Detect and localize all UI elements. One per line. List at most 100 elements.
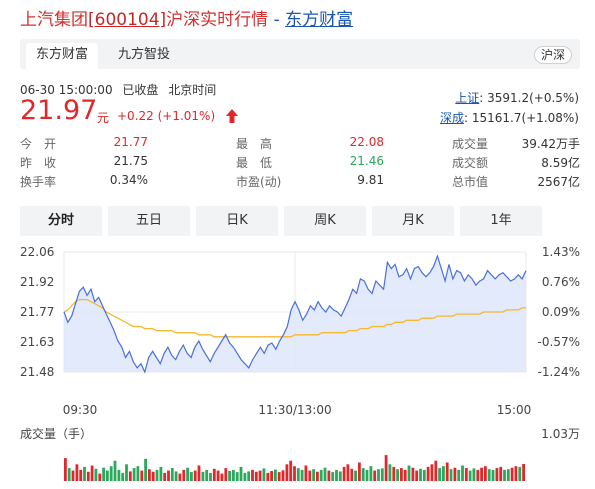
volume-bar bbox=[422, 469, 426, 481]
volume-max-label: 1.03万 bbox=[541, 427, 580, 441]
price-tick-label: 22.06 bbox=[20, 245, 54, 259]
volume-bar bbox=[67, 468, 71, 481]
volume-bar bbox=[304, 465, 308, 481]
volume-bar bbox=[232, 469, 235, 481]
stat-label: 总市值 bbox=[452, 175, 489, 189]
up-arrow-icon bbox=[226, 109, 238, 123]
volume-bar bbox=[384, 455, 388, 481]
volume-bar bbox=[144, 458, 147, 481]
volume-bar bbox=[480, 467, 483, 481]
tab-one-year[interactable]: 1年 bbox=[460, 206, 542, 236]
market-button[interactable]: 沪深 bbox=[533, 46, 572, 64]
volume-bar bbox=[193, 470, 197, 481]
volume-bar bbox=[296, 468, 300, 481]
volume-bar bbox=[262, 468, 266, 481]
volume-bar bbox=[94, 468, 98, 481]
stat-value: 8.59亿 bbox=[541, 156, 580, 170]
percent-tick-label: -0.57% bbox=[538, 335, 580, 349]
volume-bar bbox=[388, 464, 392, 481]
volume-bar bbox=[182, 469, 186, 481]
price-line bbox=[63, 254, 527, 374]
volume-bar bbox=[117, 469, 121, 481]
intraday-chart[interactable]: 22.06 21.92 21.77 21.63 21.48 1.43% 0.76% 0.09… bbox=[0, 240, 595, 489]
source-tab-eastmoney[interactable]: 东方财富 bbox=[26, 43, 99, 69]
volume-bar bbox=[380, 468, 384, 481]
volume-bar bbox=[468, 470, 472, 481]
volume-bar bbox=[274, 469, 277, 481]
volume-bar bbox=[392, 466, 396, 481]
volume-bar bbox=[350, 468, 354, 481]
volume-bar bbox=[170, 468, 174, 481]
volume-bar bbox=[201, 471, 205, 482]
volume-bar bbox=[453, 467, 457, 481]
volume-bar bbox=[106, 470, 109, 481]
percent-tick-label: 1.43% bbox=[542, 245, 580, 259]
time-axis-labels: 09:30 11:30/13:00 15:00 bbox=[63, 403, 532, 417]
volume-bar bbox=[346, 464, 350, 481]
volume-bar bbox=[464, 468, 468, 481]
tab-intraday[interactable]: 分时 bbox=[20, 206, 102, 236]
volume-bar bbox=[174, 471, 178, 481]
tab-daily-k[interactable]: 日K bbox=[196, 206, 278, 236]
volume-bar bbox=[125, 464, 128, 481]
volume-bar bbox=[178, 473, 182, 481]
volume-bar bbox=[300, 469, 304, 481]
stock-code-link[interactable]: [600104] bbox=[88, 10, 167, 30]
volume-bar bbox=[90, 465, 94, 481]
volume-bar bbox=[167, 470, 170, 481]
volume-bar bbox=[212, 468, 216, 481]
volume-bar bbox=[98, 473, 102, 481]
stat-label: 昨 收 bbox=[20, 156, 57, 170]
index-shanghai-value: : 3591.2(+0.5%) bbox=[479, 91, 579, 105]
volume-bar bbox=[361, 468, 365, 481]
volume-title: 成交量（手） bbox=[20, 426, 92, 441]
volume-bar bbox=[121, 472, 125, 481]
volume-bar bbox=[369, 466, 373, 481]
volume-bar bbox=[79, 469, 83, 481]
index-shenzhen-link[interactable]: 深成 bbox=[439, 111, 464, 125]
volume-bar bbox=[461, 465, 464, 481]
tab-monthly-k[interactable]: 月K bbox=[372, 206, 454, 236]
volume-bars bbox=[64, 455, 525, 482]
volume-bar bbox=[235, 472, 239, 481]
volume-bar bbox=[140, 470, 144, 481]
stat-value: 22.08 bbox=[349, 135, 384, 149]
tab-weekly-k[interactable]: 周K bbox=[284, 206, 366, 236]
page-title: 上汽集团[600104]沪深实时行情 - 东方财富 bbox=[20, 5, 353, 30]
volume-bar bbox=[419, 468, 422, 481]
quote-subtitle: 沪深实时行情 bbox=[166, 10, 269, 30]
tab-five-day[interactable]: 五日 bbox=[108, 206, 190, 236]
volume-bar bbox=[289, 460, 293, 482]
stat-label: 最 高 bbox=[236, 137, 273, 151]
volume-bar bbox=[495, 468, 499, 481]
volume-bar bbox=[476, 469, 480, 481]
volume-bar bbox=[323, 467, 327, 481]
volume-bar bbox=[487, 469, 491, 481]
index-shanghai-link[interactable]: 上证 bbox=[455, 91, 480, 105]
stats-row: 换手率 0.34% 市盈(动) 9.81 总市值 2567亿 bbox=[20, 173, 580, 191]
index-shanghai: 上证: 3591.2(+0.5%) bbox=[455, 89, 579, 106]
quote-meta: 06-30 15:00:00 已收盘 北京时间 bbox=[20, 81, 222, 98]
volume-bar bbox=[445, 462, 449, 481]
volume-bar bbox=[342, 466, 346, 481]
volume-bar bbox=[312, 469, 315, 481]
stat-value: 9.81 bbox=[357, 173, 384, 187]
volume-bar bbox=[277, 472, 281, 481]
volume-bar bbox=[449, 469, 453, 481]
site-link[interactable]: 东方财富 bbox=[285, 10, 354, 30]
volume-bar bbox=[159, 466, 163, 481]
volume-bar bbox=[308, 470, 312, 481]
title-separator: - bbox=[268, 10, 286, 30]
volume-bar bbox=[128, 471, 132, 481]
average-price-line bbox=[63, 298, 526, 338]
index-shenzhen-value: : 15161.7(+1.08%) bbox=[463, 111, 579, 125]
volume-bar bbox=[293, 466, 296, 481]
volume-bar bbox=[426, 466, 430, 481]
volume-bar bbox=[430, 464, 434, 481]
price-tick-label: 21.48 bbox=[20, 365, 54, 379]
volume-bar bbox=[442, 466, 445, 481]
source-tab-jiufang[interactable]: 九方智投 bbox=[118, 47, 171, 62]
price-unit: 元 bbox=[97, 111, 110, 125]
stats-row: 昨 收 21.75 最 低 21.46 成交额 8.59亿 bbox=[20, 154, 580, 172]
price-change: +0.22 (+1.01%) bbox=[117, 109, 216, 123]
